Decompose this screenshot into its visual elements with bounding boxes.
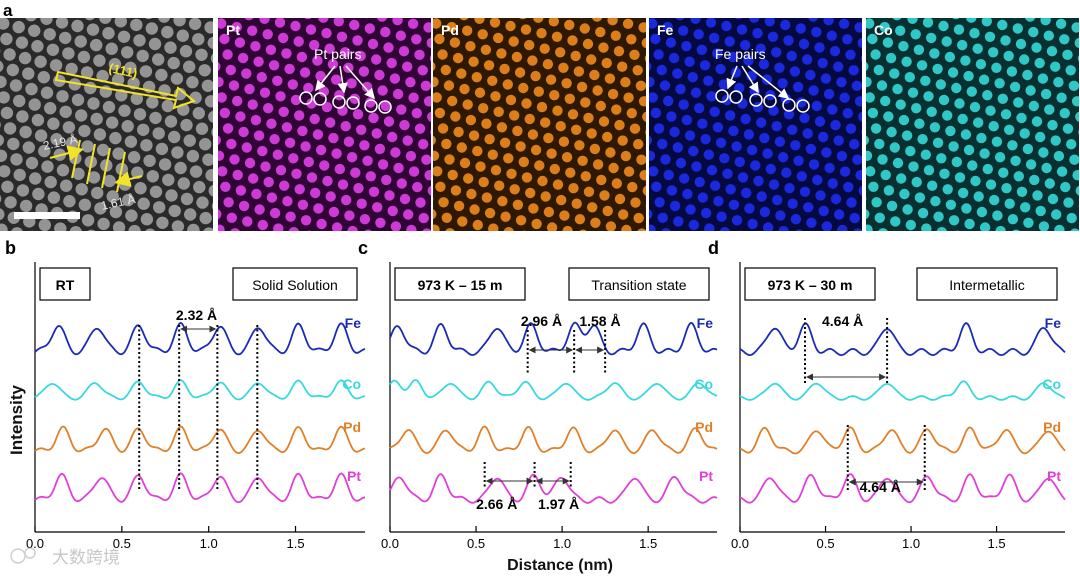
series-line-pd	[389, 425, 718, 455]
x-tick-label: 1.0	[902, 536, 920, 551]
series-label-co: Co	[342, 376, 361, 392]
x-tick-label: 1.0	[553, 536, 571, 551]
x-tick-label: 1.5	[639, 536, 657, 551]
series-line-fe	[34, 321, 366, 356]
tile-label-pd: Pd	[441, 22, 459, 38]
y-axis-label: Intensity	[7, 385, 26, 455]
x-tick-label: 1.0	[200, 536, 218, 551]
watermark: 大数跨境	[10, 547, 120, 567]
series-line-pt	[389, 473, 718, 504]
condition-label: 973 K – 15 m	[418, 277, 503, 293]
series-label-co: Co	[694, 376, 713, 392]
state-box	[568, 267, 710, 301]
series-label-pt: Pt	[1047, 468, 1061, 484]
spacing-label: 1.97 Å	[538, 496, 579, 512]
fe-pairs-markers	[715, 65, 810, 113]
condition-label: RT	[56, 277, 75, 293]
watermark-text: 大数跨境	[52, 548, 120, 567]
x-tick-label: 0.5	[113, 536, 131, 551]
direction-label: (111)	[107, 60, 138, 81]
x-tick-label: 0.0	[381, 536, 399, 551]
spacing-label: 4.64 Å	[860, 479, 901, 495]
x-tick-label: 1.5	[988, 536, 1006, 551]
condition-box	[394, 267, 526, 301]
series-label-pt: Pt	[347, 468, 361, 484]
elemental-map-tiles: Pt Pd Fe Co	[0, 18, 1079, 231]
tile-co: Co	[866, 18, 1079, 231]
series-label-pd: Pd	[1043, 419, 1061, 435]
series-label-fe: Fe	[697, 315, 714, 331]
scale-bar	[14, 212, 80, 219]
chart-panel-d: d 973 K – 30 m Intermetallic 0.0 0.5 1.0 1.5 Fe…	[708, 238, 1066, 551]
fe-pairs-label: Fe pairs	[715, 46, 766, 62]
chart-panel-b: b RT Solid Solution 0.0 0.5 1.0 1.5 Fe Co Pd Pt 2.3…	[5, 238, 366, 551]
pt-pairs-markers	[299, 65, 392, 114]
series-line-pt	[739, 473, 1066, 504]
series-label-co: Co	[1042, 376, 1061, 392]
x-tick-label: 0.5	[467, 536, 485, 551]
series-line-co	[739, 380, 1066, 401]
series-line-pd	[739, 426, 1066, 455]
tile-label-pt: Pt	[226, 22, 240, 38]
panel-c-letter: c	[358, 238, 368, 258]
condition-label: 973 K – 30 m	[768, 277, 853, 293]
state-box	[916, 267, 1058, 301]
x-tick-label: 0.0	[26, 536, 44, 551]
x-tick-label: 0.5	[816, 536, 834, 551]
condition-box	[39, 267, 91, 301]
tile-label-fe: Fe	[657, 22, 674, 38]
panel-d-letter: d	[708, 238, 719, 258]
panel-a-letter: a	[3, 1, 13, 20]
pt-pairs-label: Pt pairs	[314, 46, 361, 62]
series-line-co	[34, 379, 366, 401]
x-axis-label: Distance (nm)	[507, 557, 613, 574]
series-line-co	[389, 379, 718, 401]
state-label: Intermetallic	[949, 277, 1024, 293]
x-tick-label: 0.0	[731, 536, 749, 551]
spacing-label: 2.32 Å	[176, 307, 217, 323]
panel-b-letter: b	[5, 238, 16, 258]
spacing-label-2: 1.61 Å	[100, 191, 137, 213]
series-label-pd: Pd	[695, 419, 713, 435]
x-tick-label: 1.5	[286, 536, 304, 551]
spacing-label: 1.58 Å	[579, 313, 620, 329]
series-line-pt	[34, 472, 366, 504]
spacing-label-1: 2.19 Å	[42, 131, 79, 153]
tile-label-co: Co	[874, 22, 893, 38]
spacing-markers	[49, 139, 143, 193]
series-line-pd	[34, 425, 366, 455]
direction-arrow	[54, 70, 197, 110]
spacing-label: 4.64 Å	[822, 313, 863, 329]
tile-fe: Fe	[649, 18, 862, 231]
condition-box	[744, 267, 876, 301]
spacing-label: 2.66 Å	[476, 496, 517, 512]
series-label-pd: Pd	[343, 419, 361, 435]
state-box	[232, 267, 358, 301]
series-label-pt: Pt	[699, 468, 713, 484]
state-label: Solid Solution	[252, 277, 338, 293]
spacing-label: 2.96 Å	[521, 313, 562, 329]
series-line-fe	[739, 321, 1066, 357]
series-label-fe: Fe	[345, 315, 362, 331]
tile-pt: Pt	[218, 18, 431, 231]
series-label-fe: Fe	[1045, 315, 1062, 331]
chart-panel-c: c 973 K – 15 m Transition state 0.0 0.5 1.0 1.…	[358, 238, 718, 551]
state-label: Transition state	[591, 277, 686, 293]
tile-pd: Pd	[433, 18, 646, 231]
